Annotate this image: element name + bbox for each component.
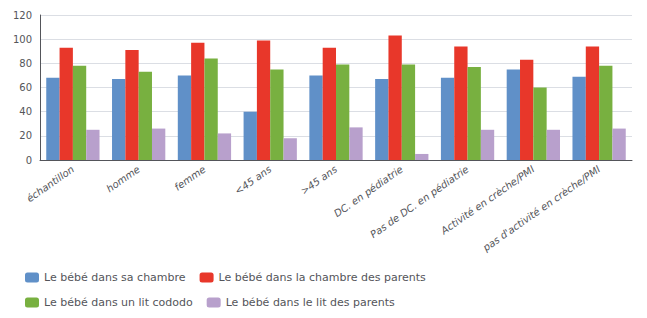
svg-text:40: 40 (19, 106, 32, 117)
svg-text:pas d'activité en crèche/PMI: pas d'activité en crèche/PMI (480, 163, 602, 253)
svg-text:Activité en crèche/PMI: Activité en crèche/PMI (439, 163, 537, 237)
svg-text:80: 80 (19, 58, 32, 69)
svg-text:échantillon: échantillon (25, 163, 76, 204)
svg-text:DC. en pédiatrie: DC. en pédiatrie (332, 163, 405, 219)
svg-text:Le bébé dans le lit des parent: Le bébé dans le lit des parents (226, 296, 395, 309)
svg-text:0: 0 (26, 155, 32, 166)
svg-text:Pas de DC. en pédiatrie: Pas de DC. en pédiatrie (368, 163, 471, 240)
svg-text:20: 20 (19, 130, 32, 141)
svg-text:femme: femme (172, 163, 207, 192)
svg-text:homme: homme (104, 163, 142, 194)
svg-text:120: 120 (13, 10, 32, 21)
svg-text:Le bébé dans la chambre des pa: Le bébé dans la chambre des parents (219, 271, 426, 284)
svg-text:Le bébé dans sa chambre: Le bébé dans sa chambre (44, 271, 186, 284)
svg-text:100: 100 (13, 34, 32, 45)
svg-text:>45 ans: >45 ans (298, 163, 339, 196)
svg-text:60: 60 (19, 82, 32, 93)
svg-text:<45 ans: <45 ans (233, 163, 274, 196)
svg-text:Le bébé dans un lit cododo: Le bébé dans un lit cododo (44, 296, 193, 309)
